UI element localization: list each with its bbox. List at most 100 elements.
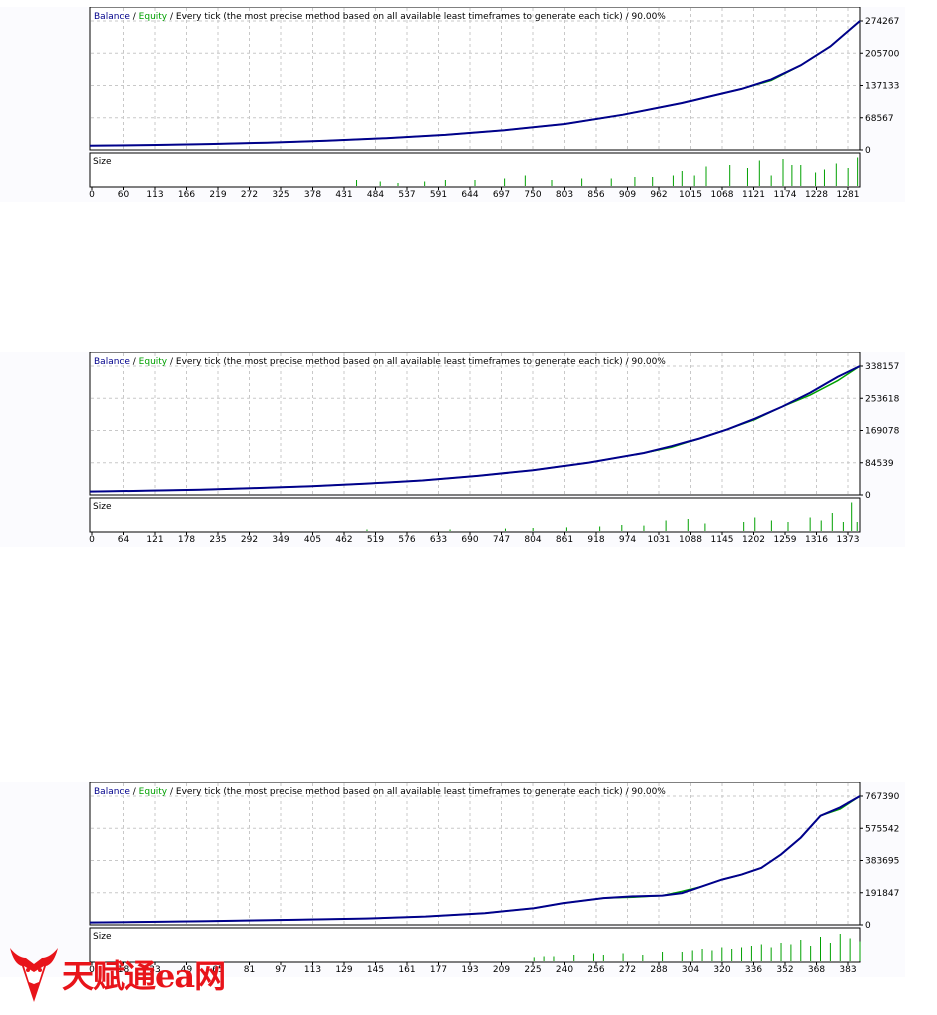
x-tick-label: 320 (713, 965, 730, 975)
x-tick-label: 272 (619, 965, 636, 975)
watermark-logo (6, 942, 246, 1008)
y-tick-label: 84539 (865, 459, 894, 469)
x-tick-label: 537 (398, 190, 415, 200)
x-tick-label: 431 (335, 190, 352, 200)
x-tick-label: 49 (181, 965, 193, 975)
volume-panel (89, 497, 861, 533)
volume-size-label: Size (93, 932, 112, 942)
x-tick-label: 1015 (679, 190, 702, 200)
watermark-text: 天赋通ea网 (62, 957, 226, 995)
y-tick-label: 169078 (865, 427, 900, 437)
x-tick-label: 336 (745, 965, 762, 975)
x-tick-label: 272 (241, 190, 258, 200)
chart-svg: 0 64 121 178 235 292 349 405 462 519 576 633 690 747 8… (0, 352, 905, 547)
x-tick-label: 33 (149, 965, 160, 975)
bull-head-logo-icon (10, 948, 58, 1002)
x-tick-label: 64 (118, 535, 130, 545)
y-tick-label: 0 (865, 146, 871, 156)
x-tick-label: 690 (461, 535, 478, 545)
x-tick-label: 462 (335, 535, 352, 545)
x-tick-label: 349 (272, 535, 289, 545)
x-tick-label: 644 (461, 190, 478, 200)
legend-separator: / (130, 12, 139, 22)
legend-quality: 90.00% (632, 787, 667, 797)
legend-quality: 90.00% (632, 357, 667, 367)
x-tick-label: 219 (209, 190, 226, 200)
x-tick-label: 177 (430, 965, 447, 975)
x-tick-label: 161 (398, 965, 415, 975)
backtest-report-1: 0 60 113 166 219 272 325 378 431 484 537 591 644 697 7… (0, 7, 937, 202)
x-tick-label: 633 (430, 535, 447, 545)
legend-model: Every tick (the most precise method base… (176, 787, 623, 797)
balance-line (89, 20, 861, 147)
x-tick-label: 856 (587, 190, 604, 200)
y-tick-label: 253618 (865, 394, 900, 404)
y-tick-label: 191847 (865, 889, 899, 899)
balance-line (89, 795, 861, 924)
x-tick-label: 325 (272, 190, 289, 200)
x-tick-label: 193 (461, 965, 478, 975)
x-tick-label: 1174 (774, 190, 797, 200)
x-tick-label: 292 (241, 535, 258, 545)
x-tick-label: 918 (587, 535, 604, 545)
x-tick-label: 0 (89, 965, 95, 975)
x-tick-label: 18 (118, 965, 130, 975)
x-tick-label: 1031 (648, 535, 671, 545)
main-panel (89, 352, 861, 496)
legend-equity: Equity (139, 12, 168, 22)
x-tick-label: 121 (146, 535, 163, 545)
x-tick-label: 97 (275, 965, 286, 975)
legend-quality: 90.00% (632, 12, 667, 22)
x-tick-label: 368 (808, 965, 825, 975)
legend-model: Every tick (the most precise method base… (176, 357, 623, 367)
x-tick-label: 1121 (742, 190, 765, 200)
legend-equity: Equity (139, 787, 168, 797)
x-tick-label: 803 (556, 190, 573, 200)
x-tick-label: 0 (89, 535, 95, 545)
y-tick-label: 274267 (865, 17, 899, 27)
x-tick-label: 1316 (805, 535, 828, 545)
x-tick-label: 60 (118, 190, 130, 200)
legend-balance: Balance (94, 12, 130, 22)
legend-separator: / (167, 357, 176, 367)
chart-svg: 0 60 113 166 219 272 325 378 431 484 537 591 644 697 7… (0, 7, 905, 202)
x-tick-label: 209 (493, 965, 510, 975)
y-tick-label: 205700 (865, 49, 900, 59)
y-tick-label: 68567 (865, 114, 894, 124)
x-tick-label: 240 (556, 965, 573, 975)
x-tick-label: 1145 (711, 535, 734, 545)
x-tick-label: 0 (89, 190, 95, 200)
x-tick-label: 750 (524, 190, 541, 200)
volume-size-label: Size (93, 157, 112, 167)
x-tick-label: 378 (304, 190, 321, 200)
x-tick-label: 1088 (679, 535, 702, 545)
x-tick-label: 235 (209, 535, 226, 545)
x-tick-label: 1228 (805, 190, 828, 200)
legend-separator: / (623, 12, 632, 22)
x-tick-label: 81 (244, 965, 255, 975)
x-tick-label: 591 (430, 190, 447, 200)
legend-separator: / (130, 357, 139, 367)
x-tick-label: 962 (650, 190, 667, 200)
x-tick-label: 178 (178, 535, 195, 545)
legend-separator: / (167, 787, 176, 797)
x-tick-label: 576 (398, 535, 415, 545)
x-tick-label: 256 (587, 965, 604, 975)
x-tick-label: 909 (619, 190, 636, 200)
x-tick-label: 1373 (837, 535, 860, 545)
legend-balance: Balance (94, 357, 130, 367)
legend-separator: / (130, 787, 139, 797)
legend-model: Every tick (the most precise method base… (176, 12, 623, 22)
y-tick-label: 383695 (865, 857, 899, 867)
y-tick-label: 137133 (865, 82, 899, 92)
x-tick-label: 113 (146, 190, 163, 200)
x-tick-label: 225 (524, 965, 541, 975)
legend-separator: / (623, 357, 632, 367)
volume-size-label: Size (93, 502, 112, 512)
x-tick-label: 166 (178, 190, 195, 200)
backtest-report-2: 0 64 121 178 235 292 349 405 462 519 576 633 690 747 8… (0, 352, 937, 547)
chart-legend: Balance / Equity / Every tick (the most … (94, 357, 666, 367)
x-tick-label: 65 (212, 965, 223, 975)
x-tick-label: 1202 (742, 535, 765, 545)
legend-separator: / (623, 787, 632, 797)
